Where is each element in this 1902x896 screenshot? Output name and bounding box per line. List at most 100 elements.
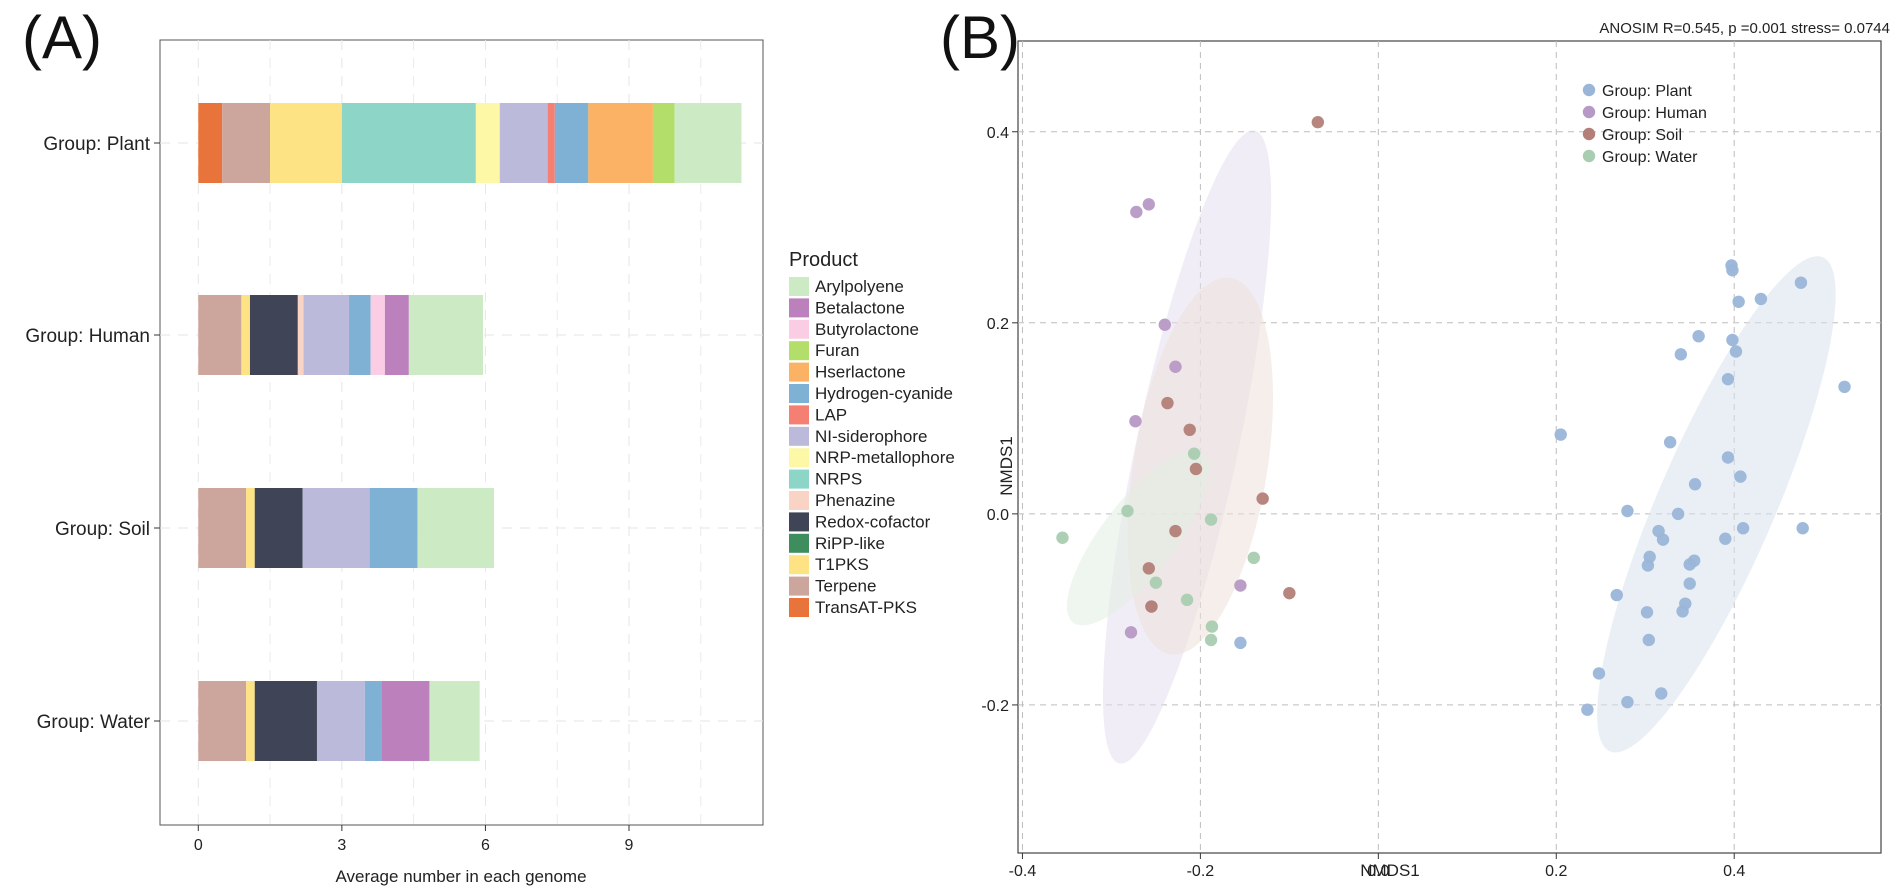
ellipse-group-water [1066,450,1210,626]
bar-segment-ni-siderophore-group-water [316,681,365,761]
point-group-plant [1692,329,1705,343]
bar-segment-redox-cofactor-group-human [249,295,298,375]
point-group-soil [1189,462,1203,476]
point-group-plant [1726,264,1739,277]
legend-swatch-furan [789,341,809,361]
legend-swatch-betalactone [789,298,809,318]
point-group-water [1204,513,1218,526]
bar-segment-arylpolyene-group-plant [674,103,742,183]
legend-label-hserlactone: Hserlactone [815,363,906,382]
bar-segment-t1pks-group-plant [270,103,342,183]
bar-segment-betalactone-group-water [381,681,430,761]
bar-segment-hydrogen-cyanide-group-soil [369,488,418,568]
panel-a-x-ticks: 0 3 6 9 [194,825,634,854]
x-tick-label: 0 [194,837,203,854]
point-group-plant [1554,428,1567,441]
x-tick-label: -0.4 [1009,863,1037,880]
bar-segment-nrp-metallophore-group-plant [475,103,500,183]
legend-swatch-hydrogen-cyanide [789,384,809,403]
legend-swatch-terpene [789,576,809,596]
bar-segment-redox-cofactor-group-water [254,681,317,761]
bar-segment-arylpolyene-group-water [429,681,480,761]
point-group-human [1130,205,1143,219]
bar-segment-ni-siderophore-group-human [303,295,350,375]
bar-segment-ni-siderophore-group-plant [499,103,548,183]
point-group-plant [1729,345,1743,358]
point-group-plant [1655,687,1668,700]
point-group-plant [1642,633,1655,647]
bar-segment-nrps-group-plant [341,103,476,183]
point-group-water [1121,504,1134,518]
panel-a-x-axis-title: Average number in each genome [335,867,586,886]
bar-segment-terpene-group-water [198,681,247,761]
bar-segment-arylpolyene-group-human [408,295,484,375]
panel-b-x-axis-title: NMDS1 [1360,861,1420,880]
category-label: Group: Water [37,712,151,733]
bar-segment-terpene-group-soil [198,488,247,568]
x-tick-label: 0.2 [1545,863,1567,880]
legend-label-t1pks: T1PKS [815,555,869,574]
legend-label-lap: LAP [815,405,847,424]
legend-label-transat-pks: TransAT-PKS [815,598,917,617]
point-group-plant [1656,533,1670,546]
point-group-plant [1683,558,1696,571]
legend-swatch-transat-pks [789,598,809,617]
panel-b-scatter-plot: (B) ANOSIM R=0.545, p =0.001 stress= 0.0… [940,4,1890,880]
point-group-water [1247,551,1260,565]
legend-label-betalactone: Betalactone [815,298,905,317]
point-group-plant [1671,507,1685,521]
bar-segment-hydrogen-cyanide-group-human [349,295,371,375]
legend-swatch-phenazine [789,491,809,510]
bar-segment-redox-cofactor-group-soil [254,488,303,568]
panel-b-label: (B) [940,4,1020,71]
point-group-plant [1592,667,1606,680]
category-label: Group: Plant [43,134,150,155]
point-group-plant [1234,636,1247,650]
legend-swatch-ni-siderophore [789,426,809,446]
x-tick-label: 9 [625,837,634,854]
point-group-plant [1734,470,1747,483]
point-group-soil [1145,600,1158,613]
bar-segment-betalactone-group-human [384,295,409,375]
bar-segment-lap-group-plant [547,103,555,183]
legend-label-butyrolactone: Butyrolactone [815,320,919,339]
point-group-plant [1610,588,1623,602]
legend-label-group-soil: Group: Soil [1602,127,1682,144]
legend-swatch-lap [789,405,809,425]
legend-swatch-redox-cofactor [789,512,809,532]
point-group-plant [1674,348,1688,361]
legend-marker-group-plant [1582,83,1596,97]
bar-segment-t1pks-group-soil [246,488,255,568]
panel-b-legend: Group: Plant Group: Human Group: Soil Group… [1582,83,1707,166]
bar-segment-arylpolyene-group-soil [417,488,495,568]
category-label: Group: Human [25,326,150,347]
legend-swatch-nrps [789,469,809,489]
ellipse-group-plant [1597,256,1836,753]
panel-a-label: (A) [22,4,102,71]
legend-title: Product [789,249,858,271]
point-group-plant [1726,333,1739,347]
x-tick-label: 6 [481,837,490,854]
legend-label-nrp-metallophore: NRP-metallophore [815,448,955,467]
y-tick-label: 0.0 [987,507,1009,524]
legend-label-nrps: NRPS [815,470,862,489]
bar-segment-hserlactone-group-plant [588,103,653,183]
point-group-soil [1256,492,1269,505]
legend-swatch-ripp-like [789,533,809,553]
legend-label-arylpolyene: Arylpolyene [815,277,904,296]
x-tick-label: -0.2 [1187,863,1215,880]
bar-segment-furan-group-plant [652,103,675,183]
panel-a-legend: Arylpolyene Betalactone Butyrolactone Furan… [789,277,955,617]
legend-label-group-water: Group: Water [1602,149,1698,166]
point-group-plant [1621,504,1634,518]
panel-a-bars [198,103,742,761]
point-group-water [1056,531,1069,544]
point-group-plant [1688,478,1702,491]
bar-segment-transat-pks-group-plant [198,103,223,183]
point-group-plant [1721,451,1735,464]
point-group-plant [1794,276,1808,289]
legend-marker-group-human [1582,105,1596,119]
point-group-plant [1838,380,1851,394]
category-label: Group: Soil [55,519,150,540]
